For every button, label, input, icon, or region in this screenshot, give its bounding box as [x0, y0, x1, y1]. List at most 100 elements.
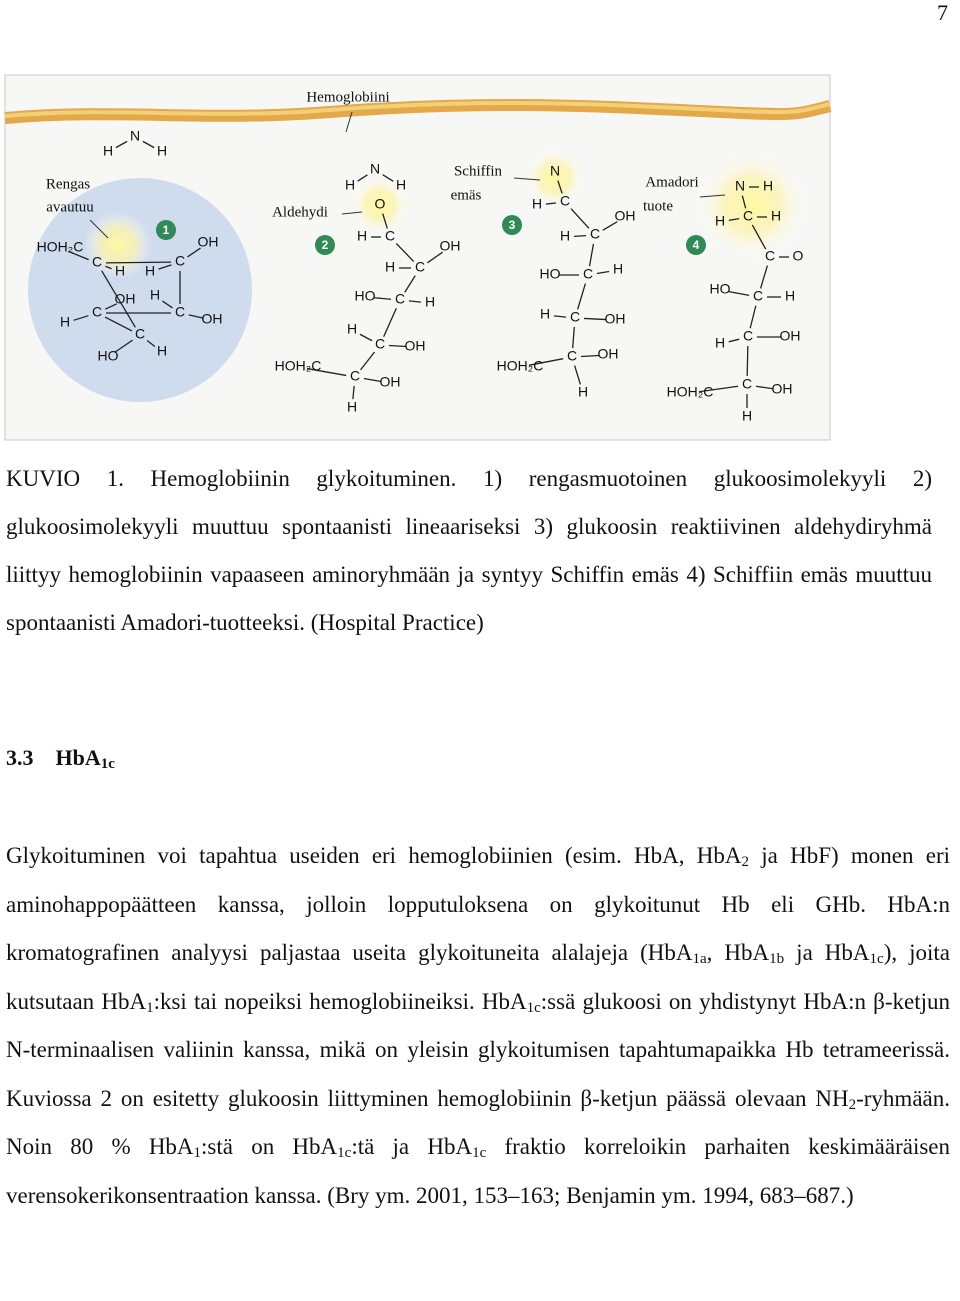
subscript: 2: [741, 854, 749, 870]
glow: [525, 148, 585, 208]
text-run: fraktio korreloikin parhaiten keskimäärä…: [6, 1134, 950, 1208]
bond: [104, 303, 118, 310]
atom-label: H: [532, 196, 542, 212]
figure-caption: KUVIO 1. Hemoglobiinin glykoituminen. 1)…: [6, 466, 932, 635]
atom-label: C: [375, 336, 385, 352]
bond: [68, 250, 89, 261]
section-heading: 3.3 HbA1c: [6, 745, 115, 772]
pointer: [699, 194, 726, 198]
atom-label: C: [590, 226, 600, 242]
subscript: 1c: [869, 951, 884, 967]
figure-label: Aldehydi: [272, 204, 328, 220]
atom-label: C: [92, 304, 102, 320]
subscript: 1c: [526, 999, 541, 1016]
atom-label: OH: [115, 291, 136, 307]
bond: [101, 270, 136, 328]
step-number: 3: [509, 218, 516, 232]
text-run: -ryhmään. Noin 80 % HbA: [6, 1085, 950, 1160]
page-number: 7: [937, 0, 948, 25]
bond: [728, 217, 740, 222]
bond: [741, 195, 747, 209]
bond: [162, 300, 173, 309]
bond: [749, 305, 757, 329]
atom-label: N: [550, 163, 560, 179]
atom-label: H: [150, 287, 160, 303]
atom-label: H: [60, 314, 70, 330]
bond: [728, 338, 740, 343]
atom-label: C: [175, 304, 185, 320]
text-run: :ksi tai nopeiksi hemoglobiineiksi. HbA: [153, 988, 527, 1014]
atom-label: C: [583, 266, 593, 282]
atom-label: OH: [615, 208, 636, 224]
atom-label: C: [92, 254, 102, 270]
bond: [382, 213, 388, 229]
step-marker: [686, 235, 706, 255]
subscript: 1: [146, 999, 154, 1016]
atom-label: OH: [772, 381, 793, 397]
body-text: Glykoituminen voi tapahtua useiden eri h…: [6, 832, 950, 1220]
atom-label: HOH₂C: [275, 358, 322, 374]
figure-label: tuote: [643, 198, 673, 214]
atom-label: H: [347, 399, 357, 415]
figure-label: Schiffin: [454, 163, 503, 179]
step-marker: [502, 215, 522, 235]
atom-label: C: [765, 248, 775, 264]
atom-label: OH: [780, 328, 801, 344]
step-number: 4: [693, 238, 700, 252]
atom-label: H: [357, 228, 367, 244]
atom-label: OH: [440, 238, 461, 254]
bond: [383, 307, 397, 338]
atom-label: H: [385, 259, 395, 275]
atom-label: H: [345, 177, 355, 193]
atom-label: H: [785, 288, 795, 304]
bond: [146, 339, 156, 348]
bond: [115, 140, 128, 149]
glow: [350, 175, 410, 235]
atom-label: HO: [540, 266, 561, 282]
atom-label: HO: [710, 281, 731, 297]
bond: [142, 140, 155, 149]
atom-label: H: [560, 228, 570, 244]
bond: [187, 247, 201, 258]
bond: [158, 264, 172, 270]
step-number: 2: [322, 238, 329, 252]
atom-label: OH: [605, 311, 626, 327]
bond: [570, 208, 590, 229]
text-run: , HbA: [706, 940, 770, 965]
subscript: 1: [193, 1145, 202, 1161]
bond: [360, 351, 375, 371]
bond: [373, 297, 392, 300]
atom-label: C: [560, 193, 570, 209]
atom-label: OH: [598, 346, 619, 362]
atom-label: H: [540, 306, 550, 322]
bond: [115, 339, 133, 353]
pointer: [341, 211, 363, 215]
bond: [357, 174, 368, 182]
atom-label: H: [347, 321, 357, 337]
atom-label: C: [753, 288, 763, 304]
bond: [388, 344, 407, 348]
atom-label: C: [385, 228, 395, 244]
step-marker: [156, 220, 176, 240]
subscript: 2: [848, 1096, 857, 1113]
bond: [557, 180, 563, 194]
atom-label: HO: [98, 348, 119, 364]
bond: [574, 365, 581, 385]
bond: [572, 326, 575, 349]
atom-label: O: [375, 196, 386, 212]
step-marker: [315, 235, 335, 255]
atom-label: N: [130, 128, 140, 144]
atom-label: H: [578, 384, 588, 400]
bond: [395, 243, 415, 262]
bond: [359, 333, 373, 342]
atom-label: H: [613, 261, 623, 277]
atom-label: OH: [405, 338, 426, 354]
text-run: Glykoituminen voi tapahtua useiden eri h…: [6, 843, 742, 868]
text-run: ja HbF) monen eri aminohappopäätteen kan…: [6, 843, 950, 965]
atom-label: H: [157, 343, 167, 359]
atom-label: C: [743, 208, 753, 224]
pointer: [513, 177, 541, 181]
atom-label: C: [135, 326, 145, 342]
